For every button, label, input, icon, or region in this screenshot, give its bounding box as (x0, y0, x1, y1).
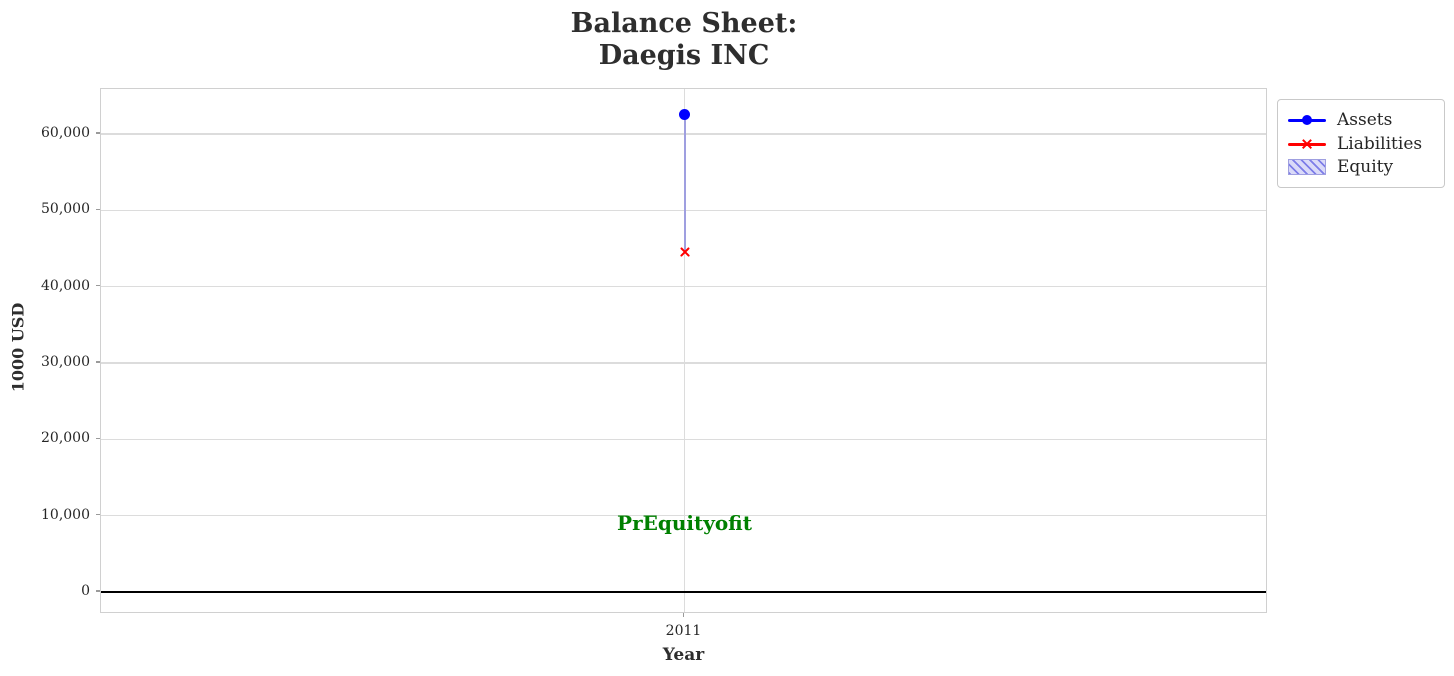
legend: Assets Liabilities Equity (1277, 99, 1445, 188)
y-axis-label: 1000 USD (8, 302, 28, 393)
equity-band (683, 114, 686, 253)
x-tick-label: 2011 (665, 623, 702, 639)
y-tick-mark (95, 437, 100, 439)
y-tick-mark (95, 208, 100, 211)
y-gridline (101, 514, 1266, 517)
y-tick-mark (95, 132, 100, 134)
y-gridline (101, 285, 1266, 288)
y-tick-label: 20,000 (41, 430, 90, 447)
y-gridline (101, 362, 1266, 364)
liabilities-point-marker (679, 246, 691, 258)
legend-label: Equity (1337, 157, 1394, 178)
y-tick-label: 60,000 (41, 125, 90, 142)
x-gridline (683, 89, 686, 612)
y-tick-label: 10,000 (41, 506, 90, 523)
legend-label: Assets (1337, 109, 1393, 130)
chart-title: Balance Sheet: Daegis INC (570, 8, 798, 71)
plot-area: PrEquityofit (100, 88, 1267, 613)
y-tick-label: 30,000 (41, 353, 90, 370)
y-tick-mark (95, 513, 100, 516)
legend-item-liabilities: Liabilities (1288, 132, 1434, 156)
annotation-text: PrEquityofit (617, 511, 752, 536)
y-tick-mark (95, 590, 100, 592)
y-tick-mark (95, 361, 100, 363)
liabilities-line-marker-icon (1288, 135, 1326, 153)
y-tick-label: 40,000 (41, 277, 90, 294)
zero-axis-line (101, 590, 1266, 594)
legend-item-assets: Assets (1288, 108, 1434, 132)
legend-item-equity: Equity (1288, 155, 1434, 179)
x-tick-mark (682, 613, 685, 617)
y-tick-label: 50,000 (41, 201, 90, 218)
y-tick-mark (95, 284, 100, 287)
legend-label: Liabilities (1337, 133, 1423, 154)
assets-line-marker-icon (1288, 111, 1326, 129)
x-axis-label: Year (662, 645, 705, 665)
equity-hatch-patch-icon (1288, 158, 1326, 176)
y-gridline (101, 438, 1266, 440)
y-tick-label: 0 (81, 582, 90, 599)
assets-point-marker (679, 109, 690, 121)
